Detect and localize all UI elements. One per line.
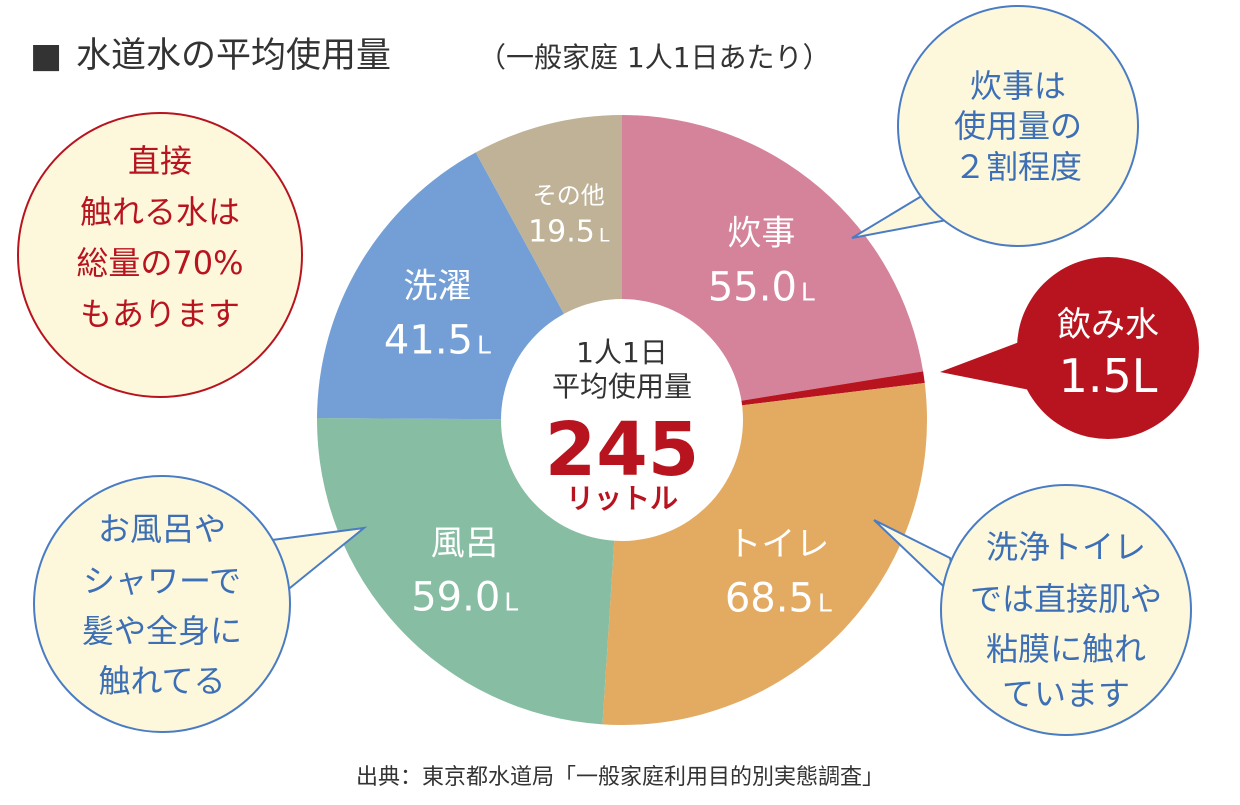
pie-chart: 炊事 55.0 L トイレ 68.5 L 風呂 59.0 L 洗濯 41.5 L その他 19.5 L bbox=[317, 115, 927, 726]
slice-label-name-4: 洗濯 bbox=[403, 267, 471, 307]
callout-cooking-line-2: 使用量の bbox=[954, 107, 1082, 145]
callout-cooking: 炊事は 使用量の ２割程度 bbox=[851, 5, 1139, 247]
callout-cooking-line-3: ２割程度 bbox=[954, 148, 1082, 186]
callout-toilet-line-4: ています bbox=[1002, 675, 1130, 713]
chart-title: 水道水の平均使用量 bbox=[76, 36, 391, 76]
callout-cooking-line-1: 炊事は bbox=[970, 67, 1066, 105]
callout-toilet: 洗浄トイレ では直接肌や 粘膜に触れ ています bbox=[873, 484, 1192, 736]
slice-label-name-0: 炊事 bbox=[727, 213, 795, 253]
chart-subtitle: （一般家庭 1人1日あたり） bbox=[478, 41, 831, 74]
callout-toilet-line-3: 粘膜に触れ bbox=[986, 630, 1146, 668]
slice-labels: 炊事 55.0 L トイレ 68.5 L 風呂 59.0 L 洗濯 41.5 L その他 19.5 L bbox=[384, 182, 832, 622]
callout-direct-contact-line-4: もあります bbox=[80, 295, 240, 333]
callout-drinking-tail bbox=[940, 338, 1040, 392]
callout-toilet-bubble bbox=[940, 484, 1192, 736]
title-marker: ■ bbox=[30, 36, 62, 76]
source-note: 出典：東京都水道局「一般家庭利用目的別実態調査」 bbox=[356, 765, 884, 790]
callout-drinking-bubble bbox=[1017, 257, 1199, 439]
center-line-2: 平均使用量 bbox=[552, 370, 692, 403]
center-summary: 1人1日 平均使用量 245 リットル bbox=[545, 336, 699, 515]
callout-drinking-label: 飲み水 bbox=[1057, 305, 1159, 345]
callout-bath-line-3: 髪や全身に bbox=[82, 612, 242, 650]
title-block: ■ 水道水の平均使用量 （一般家庭 1人1日あたり） bbox=[30, 36, 831, 76]
slice-label-value-5: 19.5 L bbox=[528, 215, 610, 250]
center-unit: リットル bbox=[566, 482, 678, 515]
slice-label-name-2: トイレ bbox=[727, 525, 829, 565]
slice-label-value-3: 59.0 L bbox=[411, 575, 518, 621]
slice-label-value-2: 68.5 L bbox=[725, 576, 832, 622]
callout-bath-line-1: お風呂や bbox=[98, 510, 226, 548]
callout-toilet-line-1: 洗浄トイレ bbox=[986, 528, 1146, 566]
callout-toilet-line-2: では直接肌や bbox=[970, 580, 1162, 618]
callout-direct-contact-line-2: 触れる水は bbox=[80, 193, 240, 231]
callout-bath-line-4: 触れてる bbox=[98, 662, 225, 700]
slice-label-value-0: 55.0 L bbox=[708, 264, 815, 310]
callout-direct-contact-line-1: 直接 bbox=[128, 142, 192, 180]
slice-label-value-4: 41.5 L bbox=[384, 318, 491, 364]
callout-cooking-bubble bbox=[897, 5, 1139, 247]
callout-direct-contact-line-3: 総量の70% bbox=[76, 244, 243, 282]
center-total: 245 bbox=[545, 407, 699, 493]
callout-bath-bubble bbox=[33, 475, 291, 733]
callout-drinking-value: 1.5L bbox=[1059, 349, 1158, 403]
callout-bath-line-2: シャワーで bbox=[83, 562, 241, 600]
slice-label-name-3: 風呂 bbox=[431, 524, 499, 564]
callout-direct-contact-bubble bbox=[17, 112, 303, 398]
callout-drinking-water: 飲み水 1.5L bbox=[940, 257, 1199, 439]
donut-hole bbox=[501, 299, 743, 541]
center-line-1: 1人1日 bbox=[576, 336, 668, 369]
slice-label-name-5: その他 bbox=[533, 182, 605, 210]
callout-bath: お風呂や シャワーで 髪や全身に 触れてる bbox=[33, 475, 368, 733]
callout-direct-contact: 直接 触れる水は 総量の70% もあります bbox=[17, 112, 303, 398]
